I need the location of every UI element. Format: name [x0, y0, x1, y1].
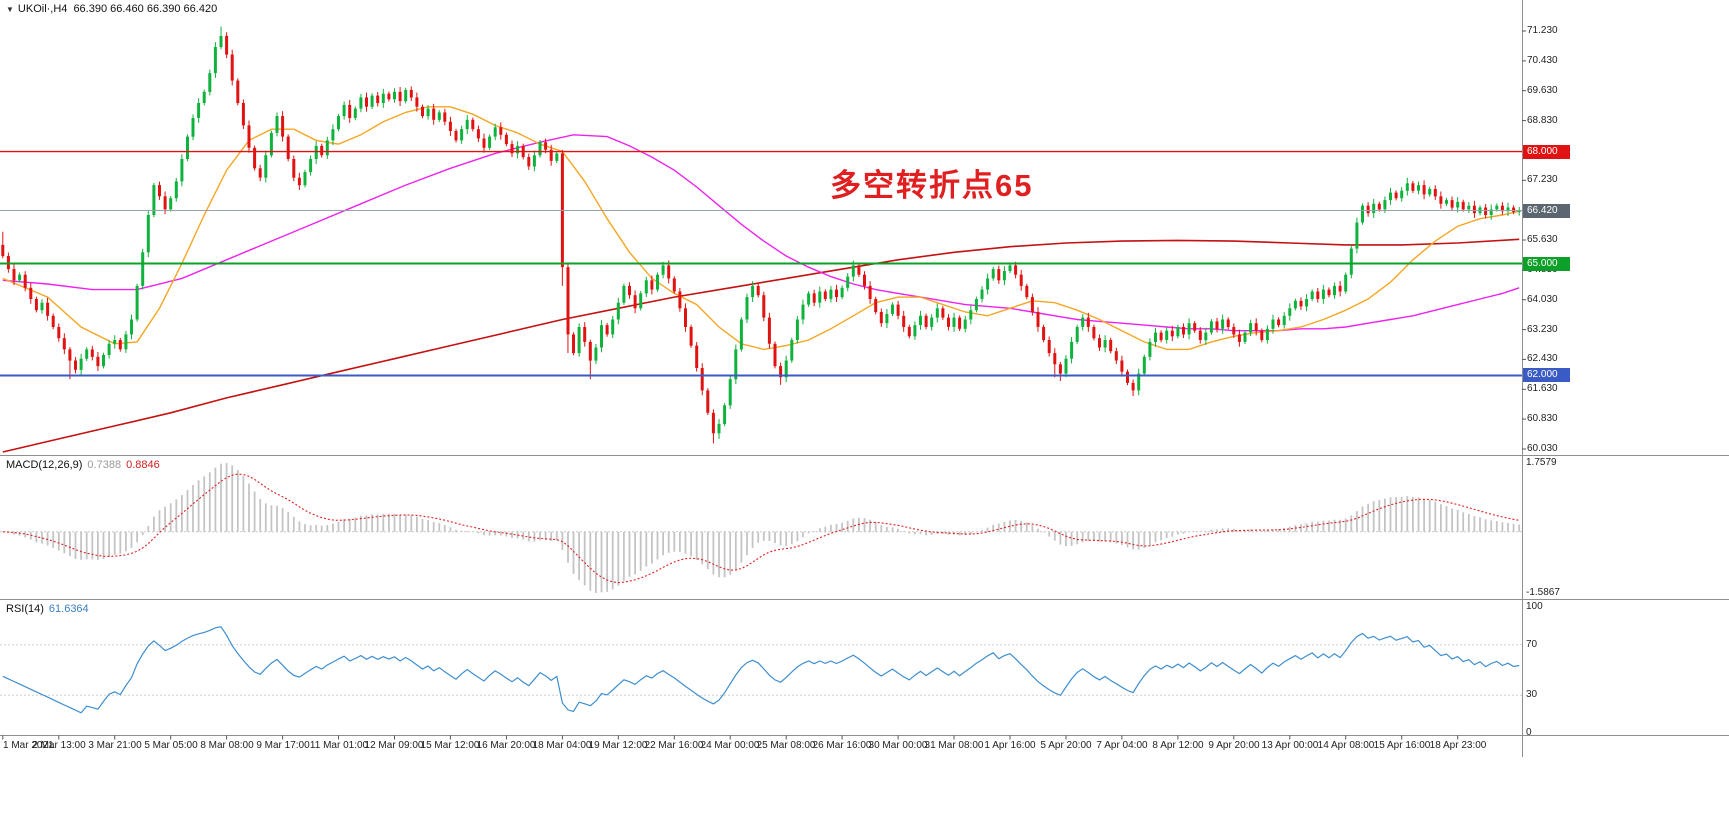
symbol-timeframe-label: UKOil·,H4: [17, 3, 68, 15]
chart-header: ▼ UKOil·,H4 66.390 66.460 66.390 66.420: [6, 3, 217, 15]
ma-fast-line: [2, 106, 1520, 351]
macd-indicator-label: MACD(12,26,9) 0.7388 0.8846: [6, 459, 165, 471]
macd-signal-value: 0.8846: [126, 459, 160, 471]
macd-name: MACD(12,26,9): [6, 459, 83, 471]
symbol-dropdown-icon[interactable]: ▼: [6, 5, 14, 14]
macd-histogram: [7, 463, 1521, 593]
macd-main-value: 0.7388: [87, 459, 122, 471]
candlestick-series: [1, 26, 1521, 444]
ohlc-values: 66.390 66.460 66.390 66.420: [73, 3, 218, 15]
rsi-indicator-label: RSI(14) 61.6364: [6, 603, 94, 615]
macd-signal-line: [2, 473, 1520, 584]
rsi-value: 61.6364: [48, 603, 89, 615]
ma-medium-line: [2, 134, 1520, 332]
rsi-name: RSI(14): [6, 603, 44, 615]
ma-slow-line: [2, 238, 1520, 453]
rsi-line: [2, 626, 1520, 714]
chart-annotation-text: 多空转折点65: [830, 168, 1034, 203]
